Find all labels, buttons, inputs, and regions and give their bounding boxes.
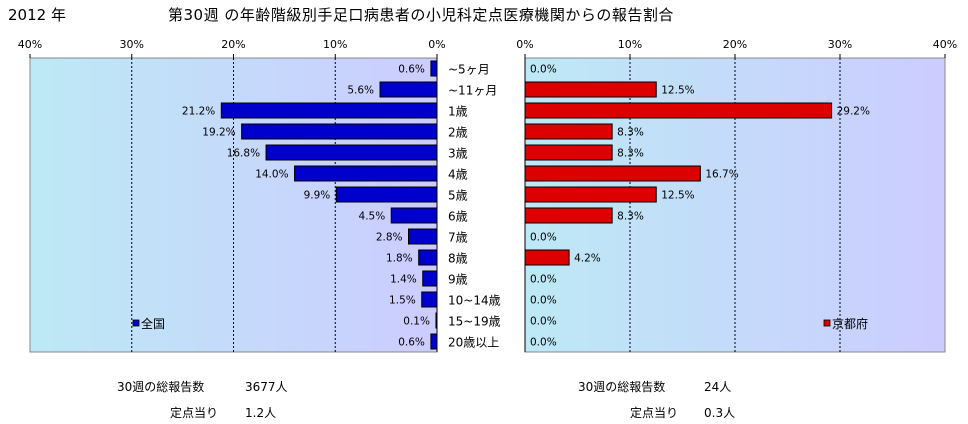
chart-area: 0% 10% 20% 30% 40% 0.6% 5.6% 21.2% 19.2% 16.8% 14.… [18, 38, 957, 353]
data-label: 8.3% [617, 127, 644, 139]
data-label: 0.0% [530, 64, 557, 76]
data-label: 2.8% [376, 232, 403, 244]
bar [220, 102, 438, 119]
bar [294, 165, 438, 182]
bar [524, 207, 613, 224]
tick-label: 20% [221, 38, 245, 51]
category-label: 1歳 [448, 105, 468, 119]
bar [524, 165, 701, 182]
category-label: 5歳 [448, 189, 468, 203]
bar [379, 81, 438, 98]
tick-label: 30% [120, 38, 144, 51]
tick-label: 10% [618, 38, 642, 51]
category-label: ~11ヶ月 [448, 84, 497, 98]
data-label: 21.2% [182, 106, 215, 118]
data-label: 1.8% [386, 253, 413, 265]
data-label: 29.2% [837, 106, 870, 118]
bar [524, 186, 657, 203]
category-label: 8歳 [448, 252, 468, 266]
kyoto-total-label: 30週の総報告数 [578, 380, 666, 394]
tick-label: 0% [516, 38, 533, 51]
bar [241, 123, 438, 140]
national-per-label: 定点当り [170, 406, 219, 420]
tick-label: 20% [723, 38, 747, 51]
data-label: 14.0% [255, 169, 288, 181]
kyoto-per-label: 定点当り [630, 406, 679, 420]
national-total-label: 30週の総報告数 [117, 380, 205, 394]
bar [335, 186, 438, 203]
data-label: 0.6% [398, 337, 425, 349]
tick-label: 40% [18, 38, 42, 51]
bar [421, 291, 438, 308]
data-label: 8.3% [617, 148, 644, 160]
national-per-value: 1.2人 [245, 406, 277, 420]
category-label: 9歳 [448, 273, 468, 287]
kyoto-chart-panel: 0% 10% 20% 30% 40% 0.0% 12.5% 29.2% 8.3% 8.3% 16.7… [516, 38, 957, 353]
data-label: 0.0% [530, 232, 557, 244]
bar [524, 123, 613, 140]
year-label: 2012 年 [8, 6, 66, 24]
tick-label: 10% [323, 38, 347, 51]
legend-label: 京都府 [832, 316, 868, 331]
tick-label: 30% [828, 38, 852, 51]
category-label: 15~19歳 [448, 315, 501, 329]
category-label: 4歳 [448, 168, 468, 182]
data-label: 12.5% [661, 190, 694, 202]
data-label: 0.0% [530, 337, 557, 349]
national-total-value: 3677人 [245, 380, 288, 394]
data-label: 5.6% [347, 85, 374, 97]
bar [524, 144, 613, 161]
bar [435, 312, 438, 329]
tick-label: 0% [428, 38, 445, 51]
category-label: 20歳以上 [448, 336, 499, 350]
data-label: 8.3% [617, 211, 644, 223]
category-label: ~5ヶ月 [448, 63, 490, 77]
data-label: 0.6% [398, 64, 425, 76]
category-labels: ~5ヶ月 ~11ヶ月 1歳 2歳 3歳 4歳 5歳 6歳 7歳 8歳 9歳 10~14歳 15~19歳 2… [448, 63, 501, 350]
bar [524, 102, 833, 119]
data-label: 0.0% [530, 316, 557, 328]
category-label: 2歳 [448, 126, 468, 140]
bar [390, 207, 438, 224]
bar [524, 249, 570, 266]
data-label: 1.4% [390, 274, 417, 286]
data-label: 4.2% [574, 253, 601, 265]
data-label: 16.7% [705, 169, 738, 181]
category-label: 7歳 [448, 231, 468, 245]
category-label: 10~14歳 [448, 294, 501, 308]
kyoto-total-value: 24人 [704, 380, 732, 394]
category-label: 3歳 [448, 147, 468, 161]
bar [524, 81, 657, 98]
data-label: 1.5% [389, 295, 416, 307]
data-label: 0.0% [530, 274, 557, 286]
tick-label: 40% [933, 38, 957, 51]
data-label: 9.9% [304, 190, 331, 202]
bar [408, 228, 438, 245]
chart-title: 第30週 の年齢階級別手足口病患者の小児科定点医療機関からの報告割合 [168, 6, 674, 24]
bar [430, 333, 438, 350]
bar [265, 144, 438, 161]
data-label: 19.2% [202, 127, 235, 139]
data-label: 0.1% [403, 316, 430, 328]
data-label: 0.0% [530, 295, 557, 307]
data-label: 4.5% [359, 211, 386, 223]
legend-swatch [823, 319, 831, 327]
bar [418, 249, 438, 266]
legend-swatch [132, 319, 140, 327]
category-label: 6歳 [448, 210, 468, 224]
data-label: 16.8% [227, 148, 260, 160]
bar [422, 270, 438, 287]
data-label: 12.5% [661, 85, 694, 97]
kyoto-per-value: 0.3人 [704, 406, 736, 420]
legend-label: 全国 [141, 316, 165, 331]
bar [430, 60, 438, 77]
national-chart-panel: 0% 10% 20% 30% 40% 0.6% 5.6% 21.2% 19.2% 16.8% 14.… [18, 38, 446, 353]
